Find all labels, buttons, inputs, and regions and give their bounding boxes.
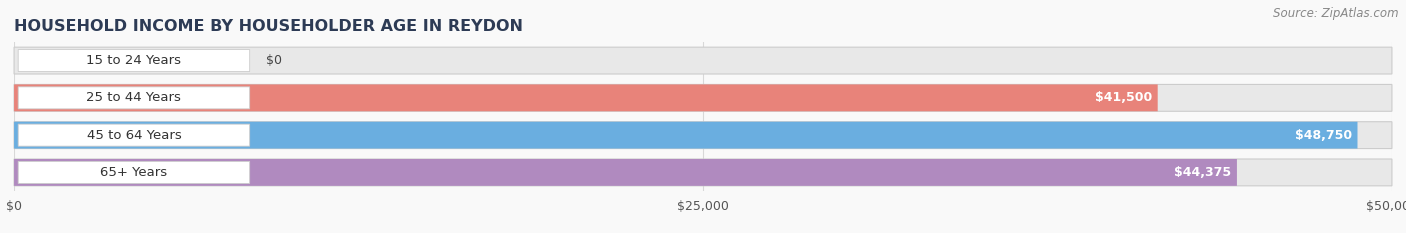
Text: 25 to 44 Years: 25 to 44 Years (87, 91, 181, 104)
Text: Source: ZipAtlas.com: Source: ZipAtlas.com (1274, 7, 1399, 20)
Text: $41,500: $41,500 (1095, 91, 1152, 104)
FancyBboxPatch shape (14, 159, 1237, 186)
Text: $44,375: $44,375 (1174, 166, 1232, 179)
FancyBboxPatch shape (18, 50, 250, 72)
FancyBboxPatch shape (18, 161, 250, 183)
Text: HOUSEHOLD INCOME BY HOUSEHOLDER AGE IN REYDON: HOUSEHOLD INCOME BY HOUSEHOLDER AGE IN R… (14, 19, 523, 34)
Text: 15 to 24 Years: 15 to 24 Years (86, 54, 181, 67)
FancyBboxPatch shape (14, 84, 1392, 111)
FancyBboxPatch shape (14, 159, 1392, 186)
FancyBboxPatch shape (14, 122, 1392, 149)
Text: 65+ Years: 65+ Years (100, 166, 167, 179)
FancyBboxPatch shape (14, 122, 1358, 149)
Text: $0: $0 (266, 54, 283, 67)
Text: 45 to 64 Years: 45 to 64 Years (87, 129, 181, 142)
FancyBboxPatch shape (18, 124, 250, 146)
Text: $48,750: $48,750 (1295, 129, 1353, 142)
FancyBboxPatch shape (14, 47, 1392, 74)
FancyBboxPatch shape (18, 87, 250, 109)
FancyBboxPatch shape (14, 84, 1157, 111)
